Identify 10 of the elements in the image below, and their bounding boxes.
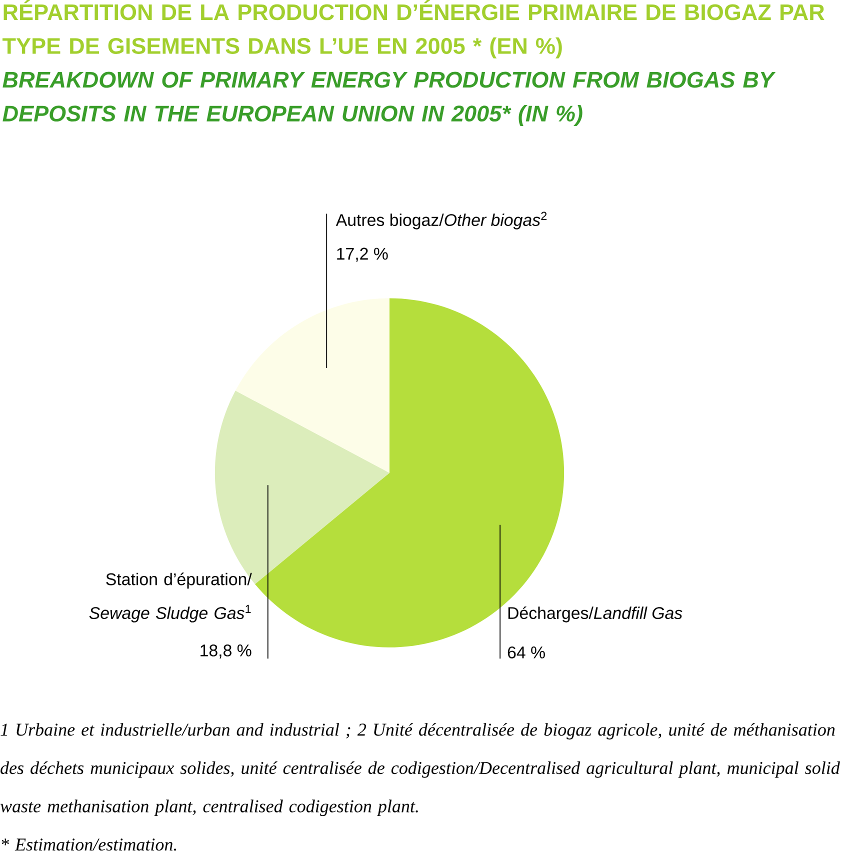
- slice-label: Station d’épuration/ Sewage Sludge Gas$^{1}$: [89, 572, 252, 623]
- data-label: 17,2 %: [337, 248, 388, 262]
- text: * Estimation/estimation.: [2, 838, 176, 851]
- slice-label: Autres biogaz/Other biogas$^{2}$: [336, 212, 547, 230]
- data-label: 18,8 %: [200, 644, 252, 659]
- chart-title: RÉPARTITION DE LA PRODUCTION D’ÉNERGIE PRIMAIRE DE BIOGAZ PAR TYPE DE GISEMENTS DANS L’UE EN 2005 * (EN %): [2, 0, 824, 59]
- chart-subtitle: BREAKDOWN OF PRIMARY ENERGY PRODUCTION FROM BIOGAS BY DEPOSITS IN THE EUROPEAN UNION IN 2005* (IN %): [2, 72, 776, 126]
- slice-label: Décharges/Landfill Gas: [508, 606, 682, 623]
- text: 1 Urbaine et industrielle/urban and industrial ; 2 Unité décentralisée de biogaz agricole, unité de méthanisation des déchets municipaux solides, unité centralisée de codigestion/Decentralised agricultural plant, municipal solid waste methanisation plant, centralised codigestion plant.: [0, 723, 840, 816]
- data-label: 64 %: [508, 646, 545, 659]
